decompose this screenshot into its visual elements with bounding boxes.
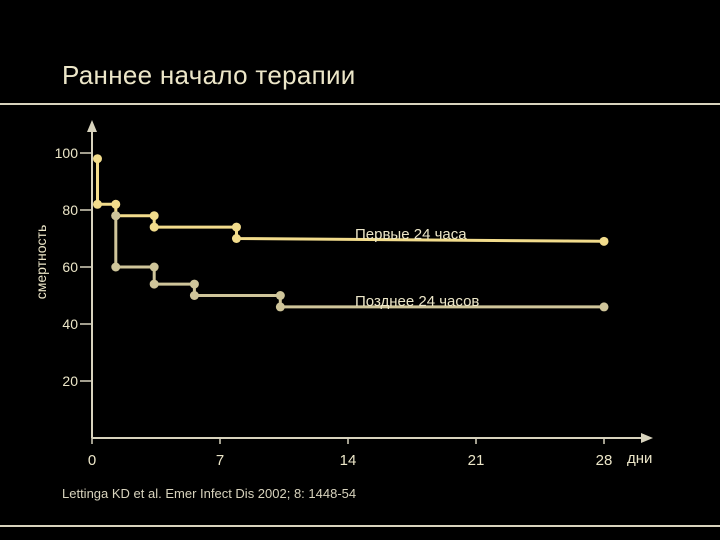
slide-title: Раннее начало терапии [62,60,356,90]
data-point [149,279,159,289]
data-point [231,222,241,232]
y-axis-label: смертность [33,225,49,300]
x-tick-label: 0 [88,452,96,469]
footer-divider [0,525,720,527]
chart-series [92,154,609,312]
citation: Lettinga KD et al. Emer Infect Dis 2002;… [62,486,357,501]
data-point [111,199,121,209]
x-tick-label: 21 [468,452,485,469]
y-tick-label: 60 [62,259,78,275]
x-tick-label: 14 [340,452,357,469]
chart-axes [80,120,653,444]
y-tick-label: 100 [55,145,79,161]
chart-labels: 20 40 60 80 100 0 7 14 21 28 дни смертность Первые 2… [33,145,652,469]
data-point [275,302,285,312]
data-point [92,154,102,164]
y-tick-label: 80 [62,202,78,218]
y-tick-label: 40 [62,316,78,332]
data-point [275,291,285,300]
data-point [189,291,199,300]
data-point [231,234,241,243]
data-point [92,199,102,209]
x-tick-label: 7 [216,452,224,469]
x-axis-arrow [641,433,653,443]
title-divider [0,103,720,105]
x-axis-unit: дни [627,450,652,467]
data-point [149,222,159,232]
data-point [599,236,609,246]
series-label-2: Позднее 24 часов [355,293,479,310]
data-point [189,279,199,289]
x-tick-label: 28 [596,452,613,469]
data-point [111,211,121,221]
data-point [149,262,159,272]
y-axis-arrow [87,120,97,132]
series-line-1 [96,158,605,243]
data-point [149,211,159,221]
series-label-1: Первые 24 часа [355,226,467,243]
data-point [599,302,609,312]
y-tick-label: 20 [62,373,78,389]
data-point [111,262,121,272]
